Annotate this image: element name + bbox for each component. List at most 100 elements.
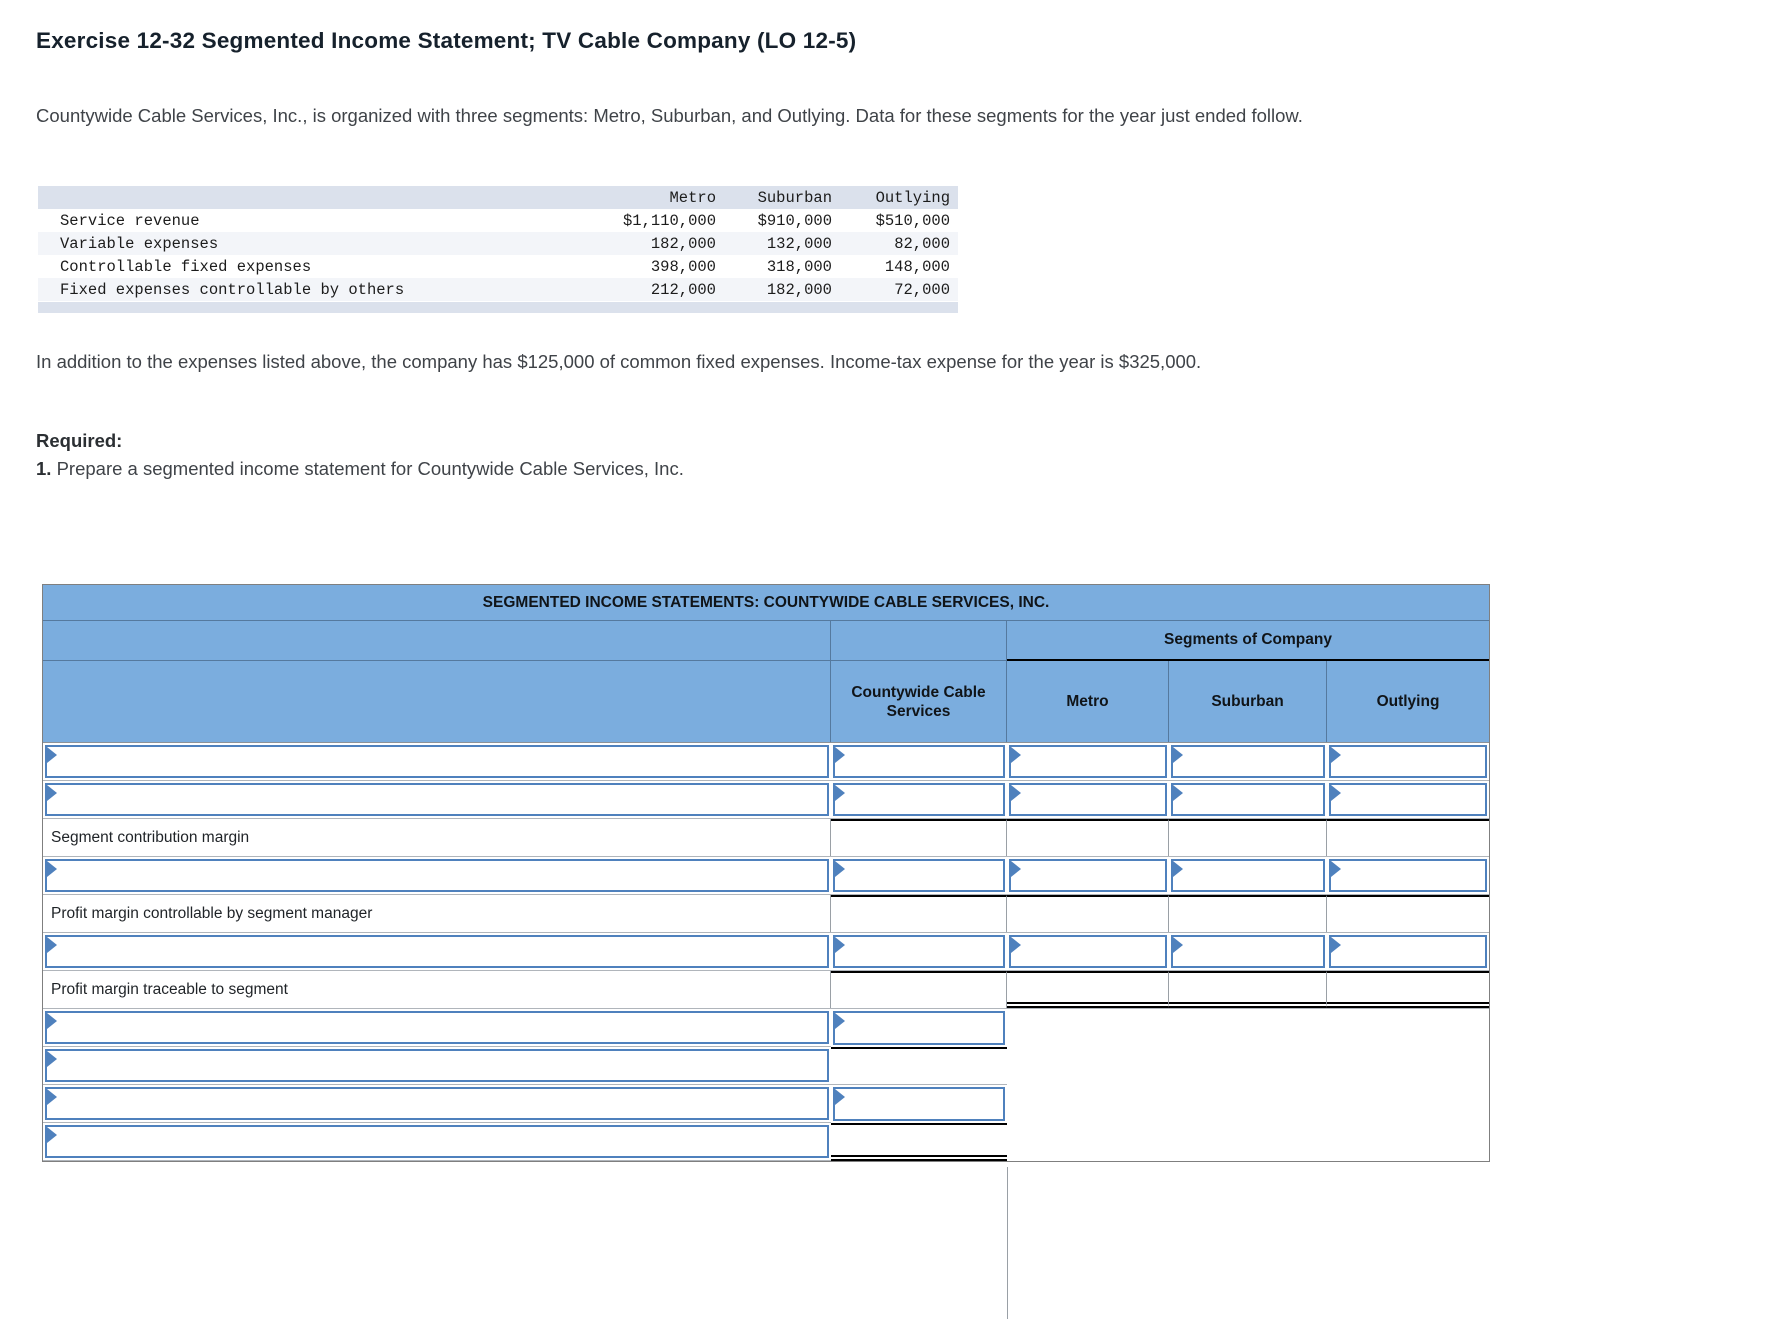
total-cell-metro xyxy=(1007,895,1169,932)
segments-row-spacer xyxy=(43,621,831,661)
col-header-metro: Metro xyxy=(1007,661,1169,742)
segments-of-company-header: Segments of Company xyxy=(1007,621,1489,661)
col-header-countywide: Countywide Cable Services xyxy=(831,661,1007,742)
input-cell-row6-countywide[interactable] xyxy=(833,935,1005,968)
total-cell-suburban xyxy=(1169,895,1327,932)
input-cell-row2-label[interactable] xyxy=(45,783,829,816)
table-row xyxy=(43,1123,1489,1161)
row-label: Service revenue xyxy=(60,211,200,230)
input-cell-row1-label[interactable] xyxy=(45,745,829,778)
input-cell-row2-countywide[interactable] xyxy=(833,783,1005,816)
table-row xyxy=(43,1085,1489,1123)
worksheet-title: SEGMENTED INCOME STATEMENTS: COUNTYWIDE … xyxy=(43,585,1489,621)
input-cell-row6-label[interactable] xyxy=(45,935,829,968)
total-cell-suburban xyxy=(1169,971,1327,1008)
page-title: Exercise 12-32 Segmented Income Statemen… xyxy=(36,28,857,53)
input-cell-row8-label[interactable] xyxy=(45,1011,829,1044)
table-row: Profit margin controllable by segment ma… xyxy=(43,895,1489,933)
input-cell-row4-countywide[interactable] xyxy=(833,859,1005,892)
total-cell-countywide xyxy=(831,971,1007,1008)
input-cell-row2-metro[interactable] xyxy=(1009,783,1167,816)
worksheet-column-header-row: Countywide Cable Services Metro Suburban… xyxy=(43,661,1489,743)
data-table-header-row: Metro Suburban Outlying xyxy=(38,186,958,209)
cell-value: 398,000 xyxy=(650,257,716,276)
total-cell-countywide xyxy=(831,895,1007,932)
cell-value: $910,000 xyxy=(757,211,832,230)
data-col-header-outlying: Outlying xyxy=(875,188,950,207)
input-cell-row11-label[interactable] xyxy=(45,1125,829,1158)
cell-value: 182,000 xyxy=(766,280,832,299)
row-label: Controllable fixed expenses xyxy=(60,257,312,276)
total-cell-outlying xyxy=(1327,819,1489,856)
table-row xyxy=(43,1047,1489,1085)
input-cell-row1-metro[interactable] xyxy=(1009,745,1167,778)
worksheet-segments-row: Segments of Company xyxy=(43,621,1489,661)
page: Exercise 12-32 Segmented Income Statemen… xyxy=(36,28,1490,1319)
intro-paragraph: Countywide Cable Services, Inc., is orga… xyxy=(36,105,1303,126)
cell-value: 212,000 xyxy=(650,280,716,299)
table-row: Profit margin traceable to segment xyxy=(43,971,1489,1009)
required-label: Required: xyxy=(36,430,123,451)
total-cell-countywide xyxy=(831,819,1007,856)
input-cell-row4-metro[interactable] xyxy=(1009,859,1167,892)
cell-value: $510,000 xyxy=(875,211,950,230)
input-cell-row4-outlying[interactable] xyxy=(1329,859,1487,892)
worksheet-body: Segment contribution margin Profit margi… xyxy=(43,743,1489,1319)
input-cell-row8-countywide[interactable] xyxy=(833,1011,1005,1045)
input-cell-row2-outlying[interactable] xyxy=(1329,783,1487,816)
worksheet-table: SEGMENTED INCOME STATEMENTS: COUNTYWIDE … xyxy=(42,584,1490,1319)
input-cell-row6-suburban[interactable] xyxy=(1171,935,1325,968)
input-cell-row10-label[interactable] xyxy=(45,1087,829,1120)
table-row: Segment contribution margin xyxy=(43,819,1489,857)
cell-value: $1,110,000 xyxy=(622,211,716,230)
cell-value: 182,000 xyxy=(650,234,716,253)
table-row: Controllable fixed expenses 398,000 318,… xyxy=(38,255,958,278)
table-row xyxy=(43,933,1489,971)
total-cell-suburban xyxy=(1169,819,1327,856)
input-cell-row4-label[interactable] xyxy=(45,859,829,892)
table-row xyxy=(43,857,1489,895)
required-item-text: Prepare a segmented income statement for… xyxy=(51,458,684,479)
table-row: Service revenue $1,110,000 $910,000 $510… xyxy=(38,209,958,232)
table-row xyxy=(43,1009,1489,1047)
required-item-1: 1. Prepare a segmented income statement … xyxy=(36,458,684,480)
table-row xyxy=(43,743,1489,781)
row-label: Fixed expenses controllable by others xyxy=(60,280,405,299)
column-header-spacer xyxy=(43,661,831,742)
final-total-cell-countywide xyxy=(831,1123,1007,1161)
row-label-profit-margin-traceable: Profit margin traceable to segment xyxy=(43,971,831,1008)
cell-value: 318,000 xyxy=(766,257,832,276)
cell-value: 82,000 xyxy=(894,234,950,253)
input-cell-row1-outlying[interactable] xyxy=(1329,745,1487,778)
row-label: Variable expenses xyxy=(60,234,219,253)
subtotal-cell-countywide xyxy=(831,1047,1007,1085)
input-cell-row10-countywide[interactable] xyxy=(833,1087,1005,1121)
input-cell-row2-suburban[interactable] xyxy=(1171,783,1325,816)
required-item-number: 1. xyxy=(36,458,52,479)
data-table-footer-strip xyxy=(38,302,958,313)
table-row xyxy=(43,781,1489,819)
blank-region xyxy=(1007,1167,1489,1319)
total-cell-metro xyxy=(1007,819,1169,856)
input-cell-row1-suburban[interactable] xyxy=(1171,745,1325,778)
input-cell-row9-label[interactable] xyxy=(45,1049,829,1082)
data-col-header-metro: Metro xyxy=(669,188,716,207)
segment-data-table: Metro Suburban Outlying Service revenue … xyxy=(38,186,958,313)
segments-row-spacer xyxy=(831,621,1007,661)
total-cell-outlying xyxy=(1327,895,1489,932)
note-paragraph: In addition to the expenses listed above… xyxy=(36,351,1202,372)
total-cell-outlying xyxy=(1327,971,1489,1008)
input-cell-row4-suburban[interactable] xyxy=(1171,859,1325,892)
input-cell-row6-outlying[interactable] xyxy=(1329,935,1487,968)
row-label-segment-contribution-margin: Segment contribution margin xyxy=(43,819,831,856)
input-cell-row1-countywide[interactable] xyxy=(833,745,1005,778)
cell-value: 148,000 xyxy=(884,257,950,276)
total-cell-metro xyxy=(1007,971,1169,1008)
row-label-profit-margin-controllable: Profit margin controllable by segment ma… xyxy=(43,895,831,932)
cell-value: 132,000 xyxy=(766,234,832,253)
data-col-header-suburban: Suburban xyxy=(757,188,832,207)
input-cell-row6-metro[interactable] xyxy=(1009,935,1167,968)
table-row: Fixed expenses controllable by others 21… xyxy=(38,278,958,301)
col-header-suburban: Suburban xyxy=(1169,661,1327,742)
cell-value: 72,000 xyxy=(894,280,950,299)
